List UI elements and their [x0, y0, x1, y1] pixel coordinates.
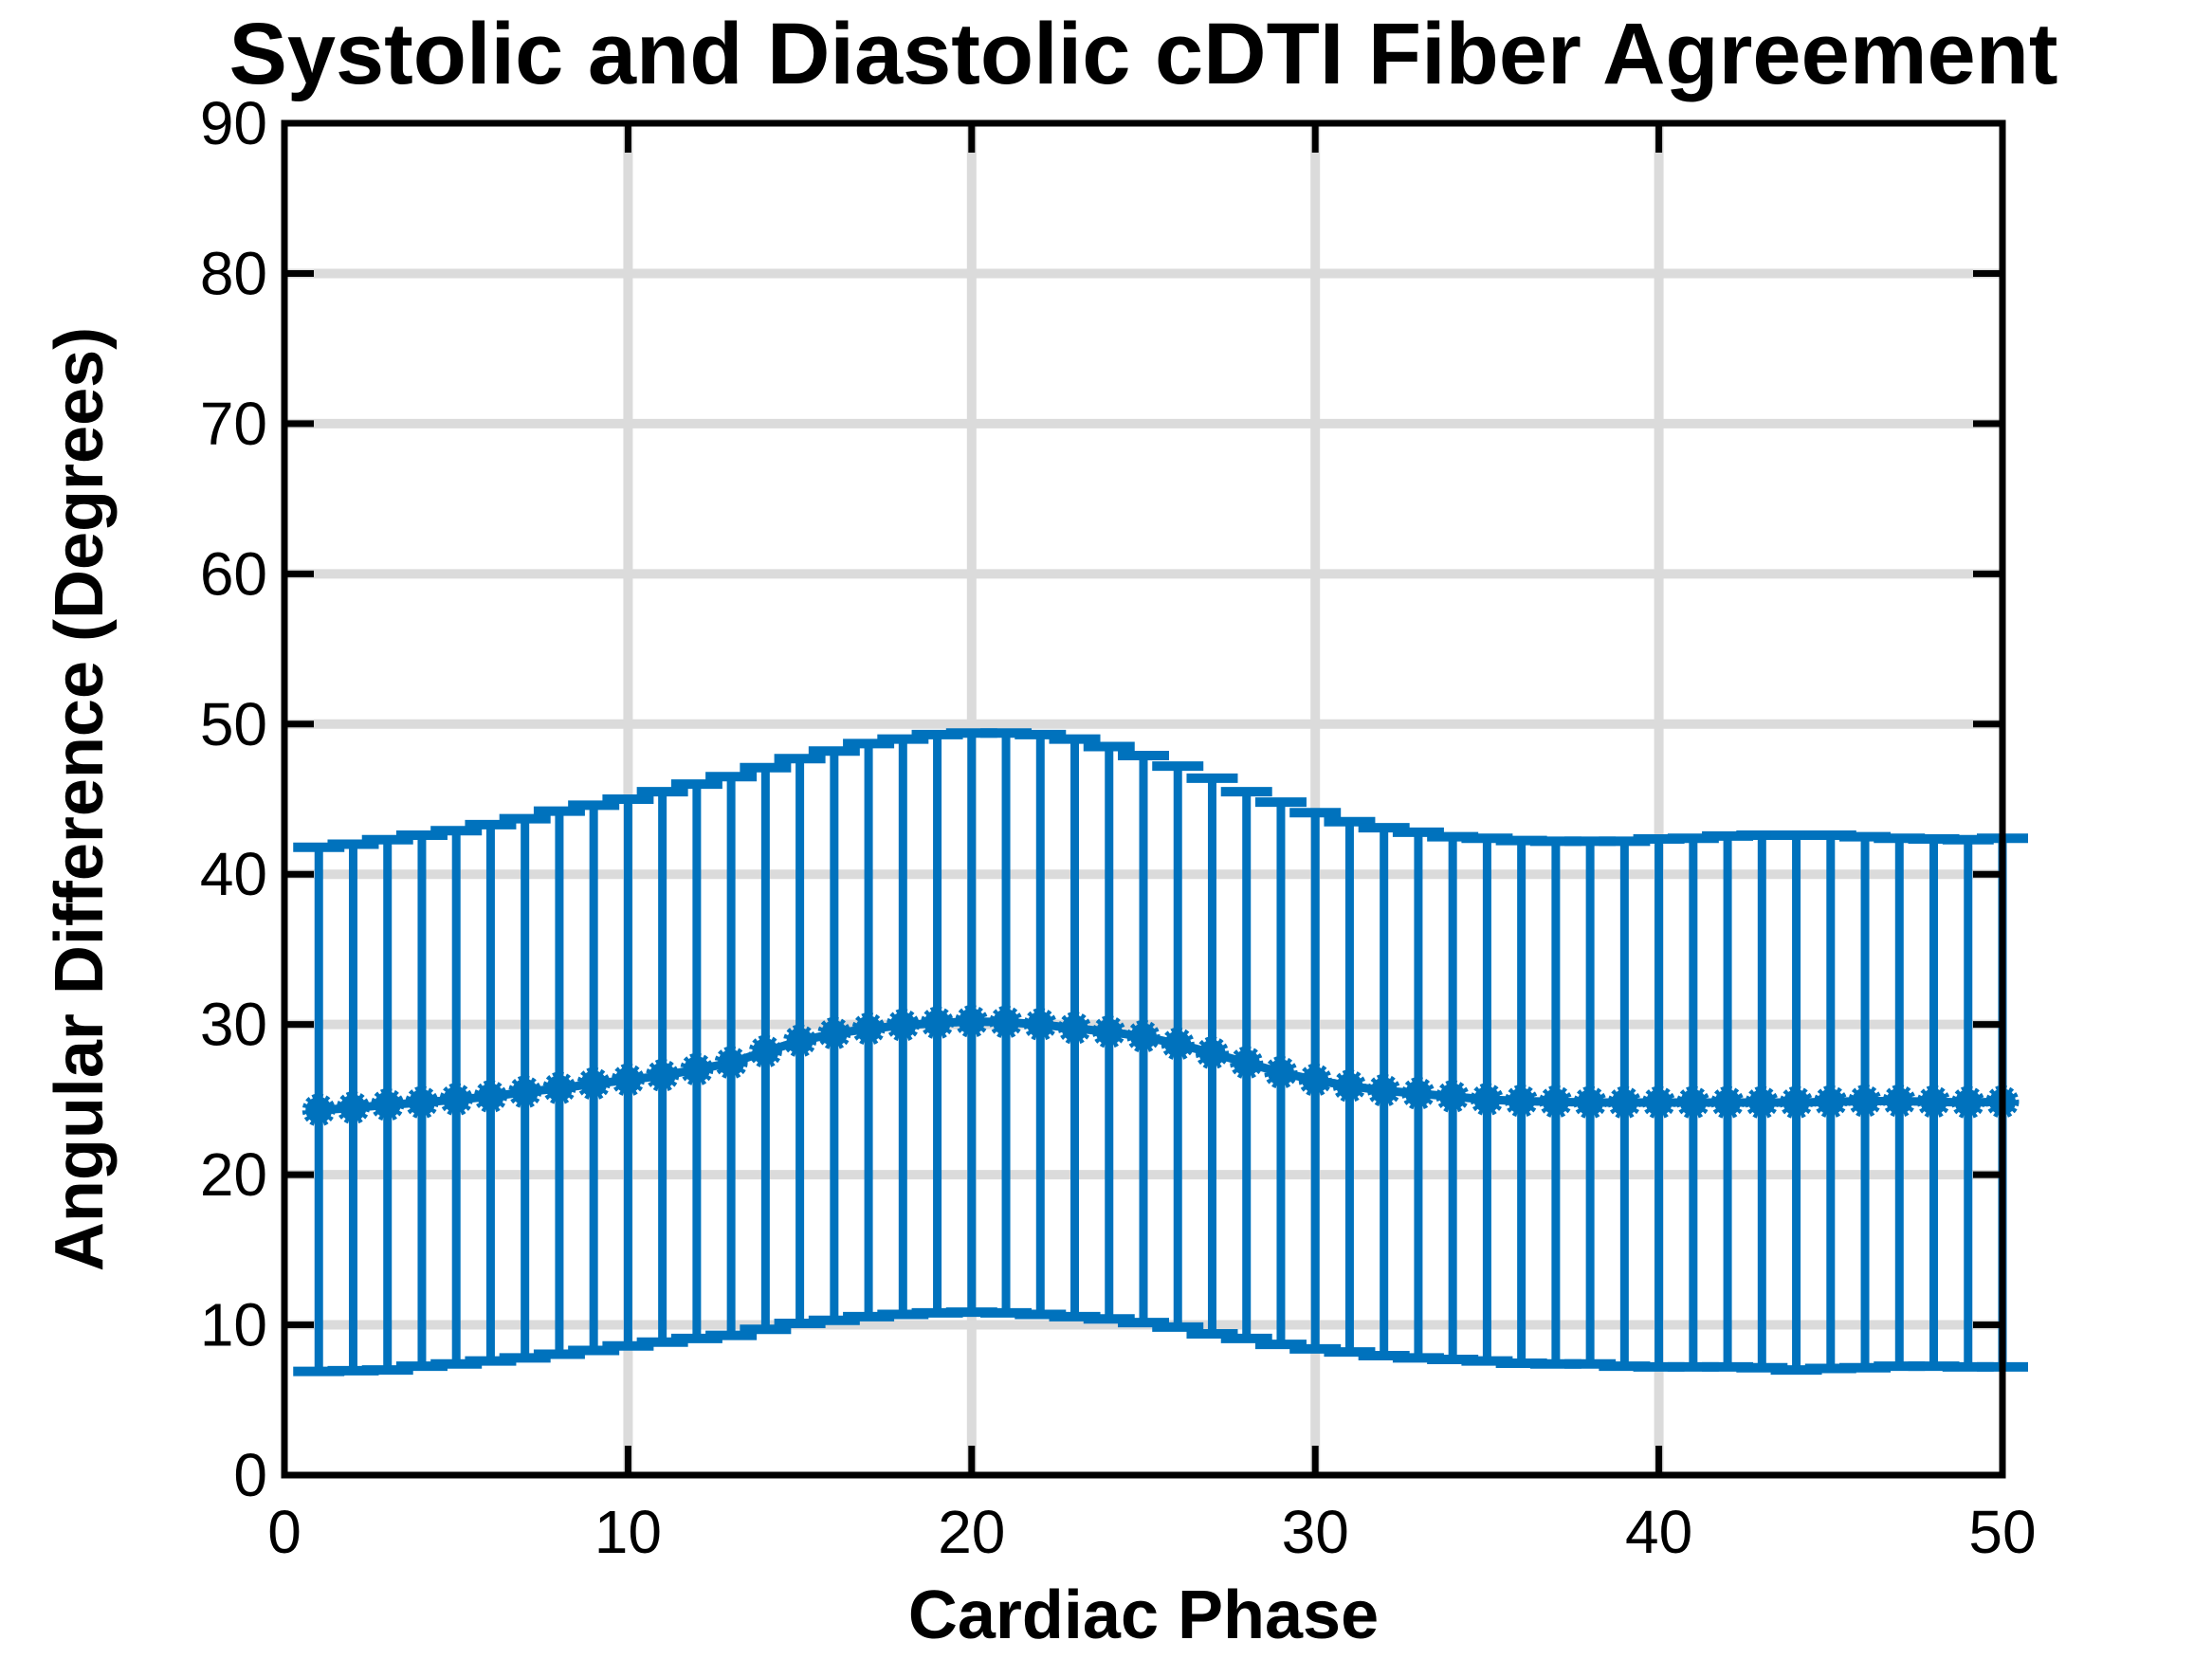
mean-marker	[955, 1004, 989, 1038]
mean-marker	[1332, 1069, 1366, 1103]
x-tick-label: 0	[267, 1498, 302, 1566]
mean-marker	[817, 1016, 851, 1050]
mean-marker	[748, 1034, 782, 1068]
mean-marker	[473, 1080, 507, 1114]
mean-marker	[1126, 1019, 1161, 1053]
mean-marker	[714, 1046, 748, 1080]
x-tick-label: 20	[938, 1498, 1005, 1566]
mean-marker	[439, 1083, 473, 1117]
y-tick-label: 20	[200, 1140, 267, 1209]
chart-title: Systolic and Diastolic cDTI Fiber Agreem…	[229, 6, 2057, 102]
y-tick-label: 90	[200, 89, 267, 157]
mean-marker	[1642, 1085, 1676, 1120]
mean-marker	[1470, 1083, 1504, 1117]
mean-marker	[1607, 1085, 1641, 1120]
x-axis-label: Cardiac Phase	[908, 1577, 1379, 1653]
x-tick-label: 30	[1282, 1498, 1349, 1566]
mean-marker	[1882, 1084, 1916, 1118]
x-tick-label: 50	[1968, 1498, 2036, 1566]
axes-box-and-ticks	[281, 119, 2006, 1479]
mean-marker	[1298, 1063, 1332, 1097]
mean-marker	[1917, 1085, 1951, 1119]
mean-marker	[783, 1024, 817, 1058]
mean-marker	[1023, 1008, 1057, 1042]
mean-marker	[1780, 1085, 1814, 1120]
mean-marker	[542, 1071, 576, 1105]
y-tick-label: 60	[200, 539, 267, 608]
y-tick-label: 50	[200, 690, 267, 758]
mean-marker	[1161, 1027, 1195, 1061]
mean-marker	[851, 1012, 886, 1046]
y-axis-label: Angular Difference (Degrees)	[42, 327, 118, 1271]
mean-marker	[989, 1005, 1023, 1039]
mean-marker	[1745, 1085, 1779, 1120]
mean-marker	[302, 1093, 336, 1127]
tick-labels: 0 10 20 30 40 50 0 10 20 30 40 50 60 70 80 90	[200, 89, 2037, 1566]
y-tick-label: 80	[200, 239, 267, 307]
mean-marker	[1814, 1085, 1848, 1119]
mean-marker	[1676, 1085, 1710, 1120]
mean-marker	[1092, 1015, 1126, 1049]
mean-marker	[1367, 1073, 1401, 1107]
errorbar-series	[293, 728, 2028, 1376]
mean-marker	[921, 1006, 955, 1040]
mean-marker	[1539, 1085, 1573, 1119]
y-tick-label: 10	[200, 1291, 267, 1359]
mean-marker	[1435, 1080, 1470, 1114]
y-tick-label: 40	[200, 840, 267, 908]
mean-marker	[1710, 1085, 1745, 1120]
mean-marker	[1401, 1077, 1435, 1111]
mean-marker	[611, 1063, 645, 1097]
mean-marker	[1848, 1084, 1882, 1118]
y-tick-label: 30	[200, 991, 267, 1059]
mean-marker	[1195, 1036, 1229, 1070]
mean-marker	[405, 1085, 439, 1120]
y-tick-label: 0	[233, 1441, 267, 1509]
mean-marker	[1058, 1012, 1092, 1046]
y-tick-label: 70	[200, 390, 267, 458]
mean-marker	[1573, 1085, 1607, 1120]
plot-border	[281, 119, 2006, 1479]
mean-marker	[371, 1087, 405, 1121]
mean-marker	[680, 1052, 714, 1086]
x-tick-label: 40	[1625, 1498, 1692, 1566]
mean-marker	[336, 1091, 370, 1125]
mean-marker	[646, 1059, 680, 1093]
mean-marker	[1951, 1085, 1985, 1120]
mean-marker	[508, 1075, 542, 1109]
mean-marker	[576, 1066, 611, 1101]
mean-marker	[1264, 1055, 1298, 1089]
mean-marker	[1230, 1046, 1264, 1080]
mean-marker	[886, 1008, 920, 1042]
x-tick-label: 10	[594, 1498, 662, 1566]
mean-marker	[1505, 1084, 1539, 1118]
